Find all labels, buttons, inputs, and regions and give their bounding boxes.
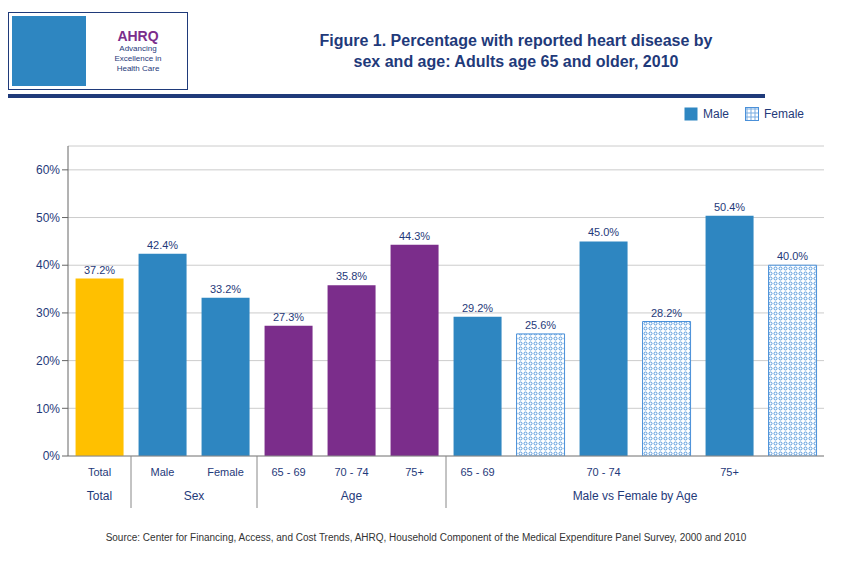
- svg-text:50.4%: 50.4%: [714, 201, 745, 213]
- svg-text:28.2%: 28.2%: [651, 307, 682, 319]
- svg-text:44.3%: 44.3%: [399, 230, 430, 242]
- svg-text:33.2%: 33.2%: [210, 283, 241, 295]
- svg-text:60%: 60%: [36, 163, 60, 177]
- html-text:Male: Male: [703, 107, 729, 121]
- svg-text:70 - 74: 70 - 74: [334, 466, 368, 478]
- svg-text:Total: Total: [87, 489, 112, 503]
- svg-text:70 - 74: 70 - 74: [586, 466, 620, 478]
- svg-text:75+: 75+: [720, 466, 739, 478]
- html-text:AHRQ: AHRQ: [117, 28, 159, 44]
- svg-text:75+: 75+: [405, 466, 424, 478]
- html-text:sex and age: Adults age 65 and: sex and age: Adults age 65 and older, 20…: [353, 53, 679, 70]
- svg-text:65 - 69: 65 - 69: [460, 466, 494, 478]
- svg-text:65 - 69: 65 - 69: [271, 466, 305, 478]
- html-text:Advancing: Advancing: [119, 44, 157, 53]
- html-text:Source: Center for Financing,: Source: Center for Financing, Access, an…: [105, 532, 747, 543]
- html-text:Excellence in: Excellence in: [114, 54, 162, 63]
- svg-text:30%: 30%: [36, 306, 60, 320]
- svg-text:27.3%: 27.3%: [273, 311, 304, 323]
- svg-text:Sex: Sex: [184, 489, 205, 503]
- svg-text:29.2%: 29.2%: [462, 302, 493, 314]
- svg-text:37.2%: 37.2%: [84, 264, 115, 276]
- svg-text:25.6%: 25.6%: [525, 319, 556, 331]
- svg-text:10%: 10%: [36, 402, 60, 416]
- svg-text:0%: 0%: [43, 449, 61, 463]
- svg-text:Female: Female: [207, 466, 244, 478]
- svg-text:45.0%: 45.0%: [588, 226, 619, 238]
- svg-text:50%: 50%: [36, 211, 60, 225]
- svg-text:Age: Age: [341, 489, 363, 503]
- svg-text:Total: Total: [88, 466, 111, 478]
- svg-text:35.8%: 35.8%: [336, 270, 367, 282]
- svg-text:40.0%: 40.0%: [777, 250, 808, 262]
- html-text:Health Care: Health Care: [116, 64, 160, 73]
- svg-text:20%: 20%: [36, 354, 60, 368]
- html-text:Figure 1. Percentage with repo: Figure 1. Percentage with reported heart…: [319, 32, 713, 49]
- svg-text:40%: 40%: [36, 258, 60, 272]
- html-text:Female: Female: [764, 107, 804, 121]
- svg-text:Male: Male: [151, 466, 175, 478]
- svg-text:42.4%: 42.4%: [147, 239, 178, 251]
- svg-text:Male vs Female by Age: Male vs Female by Age: [573, 489, 698, 503]
